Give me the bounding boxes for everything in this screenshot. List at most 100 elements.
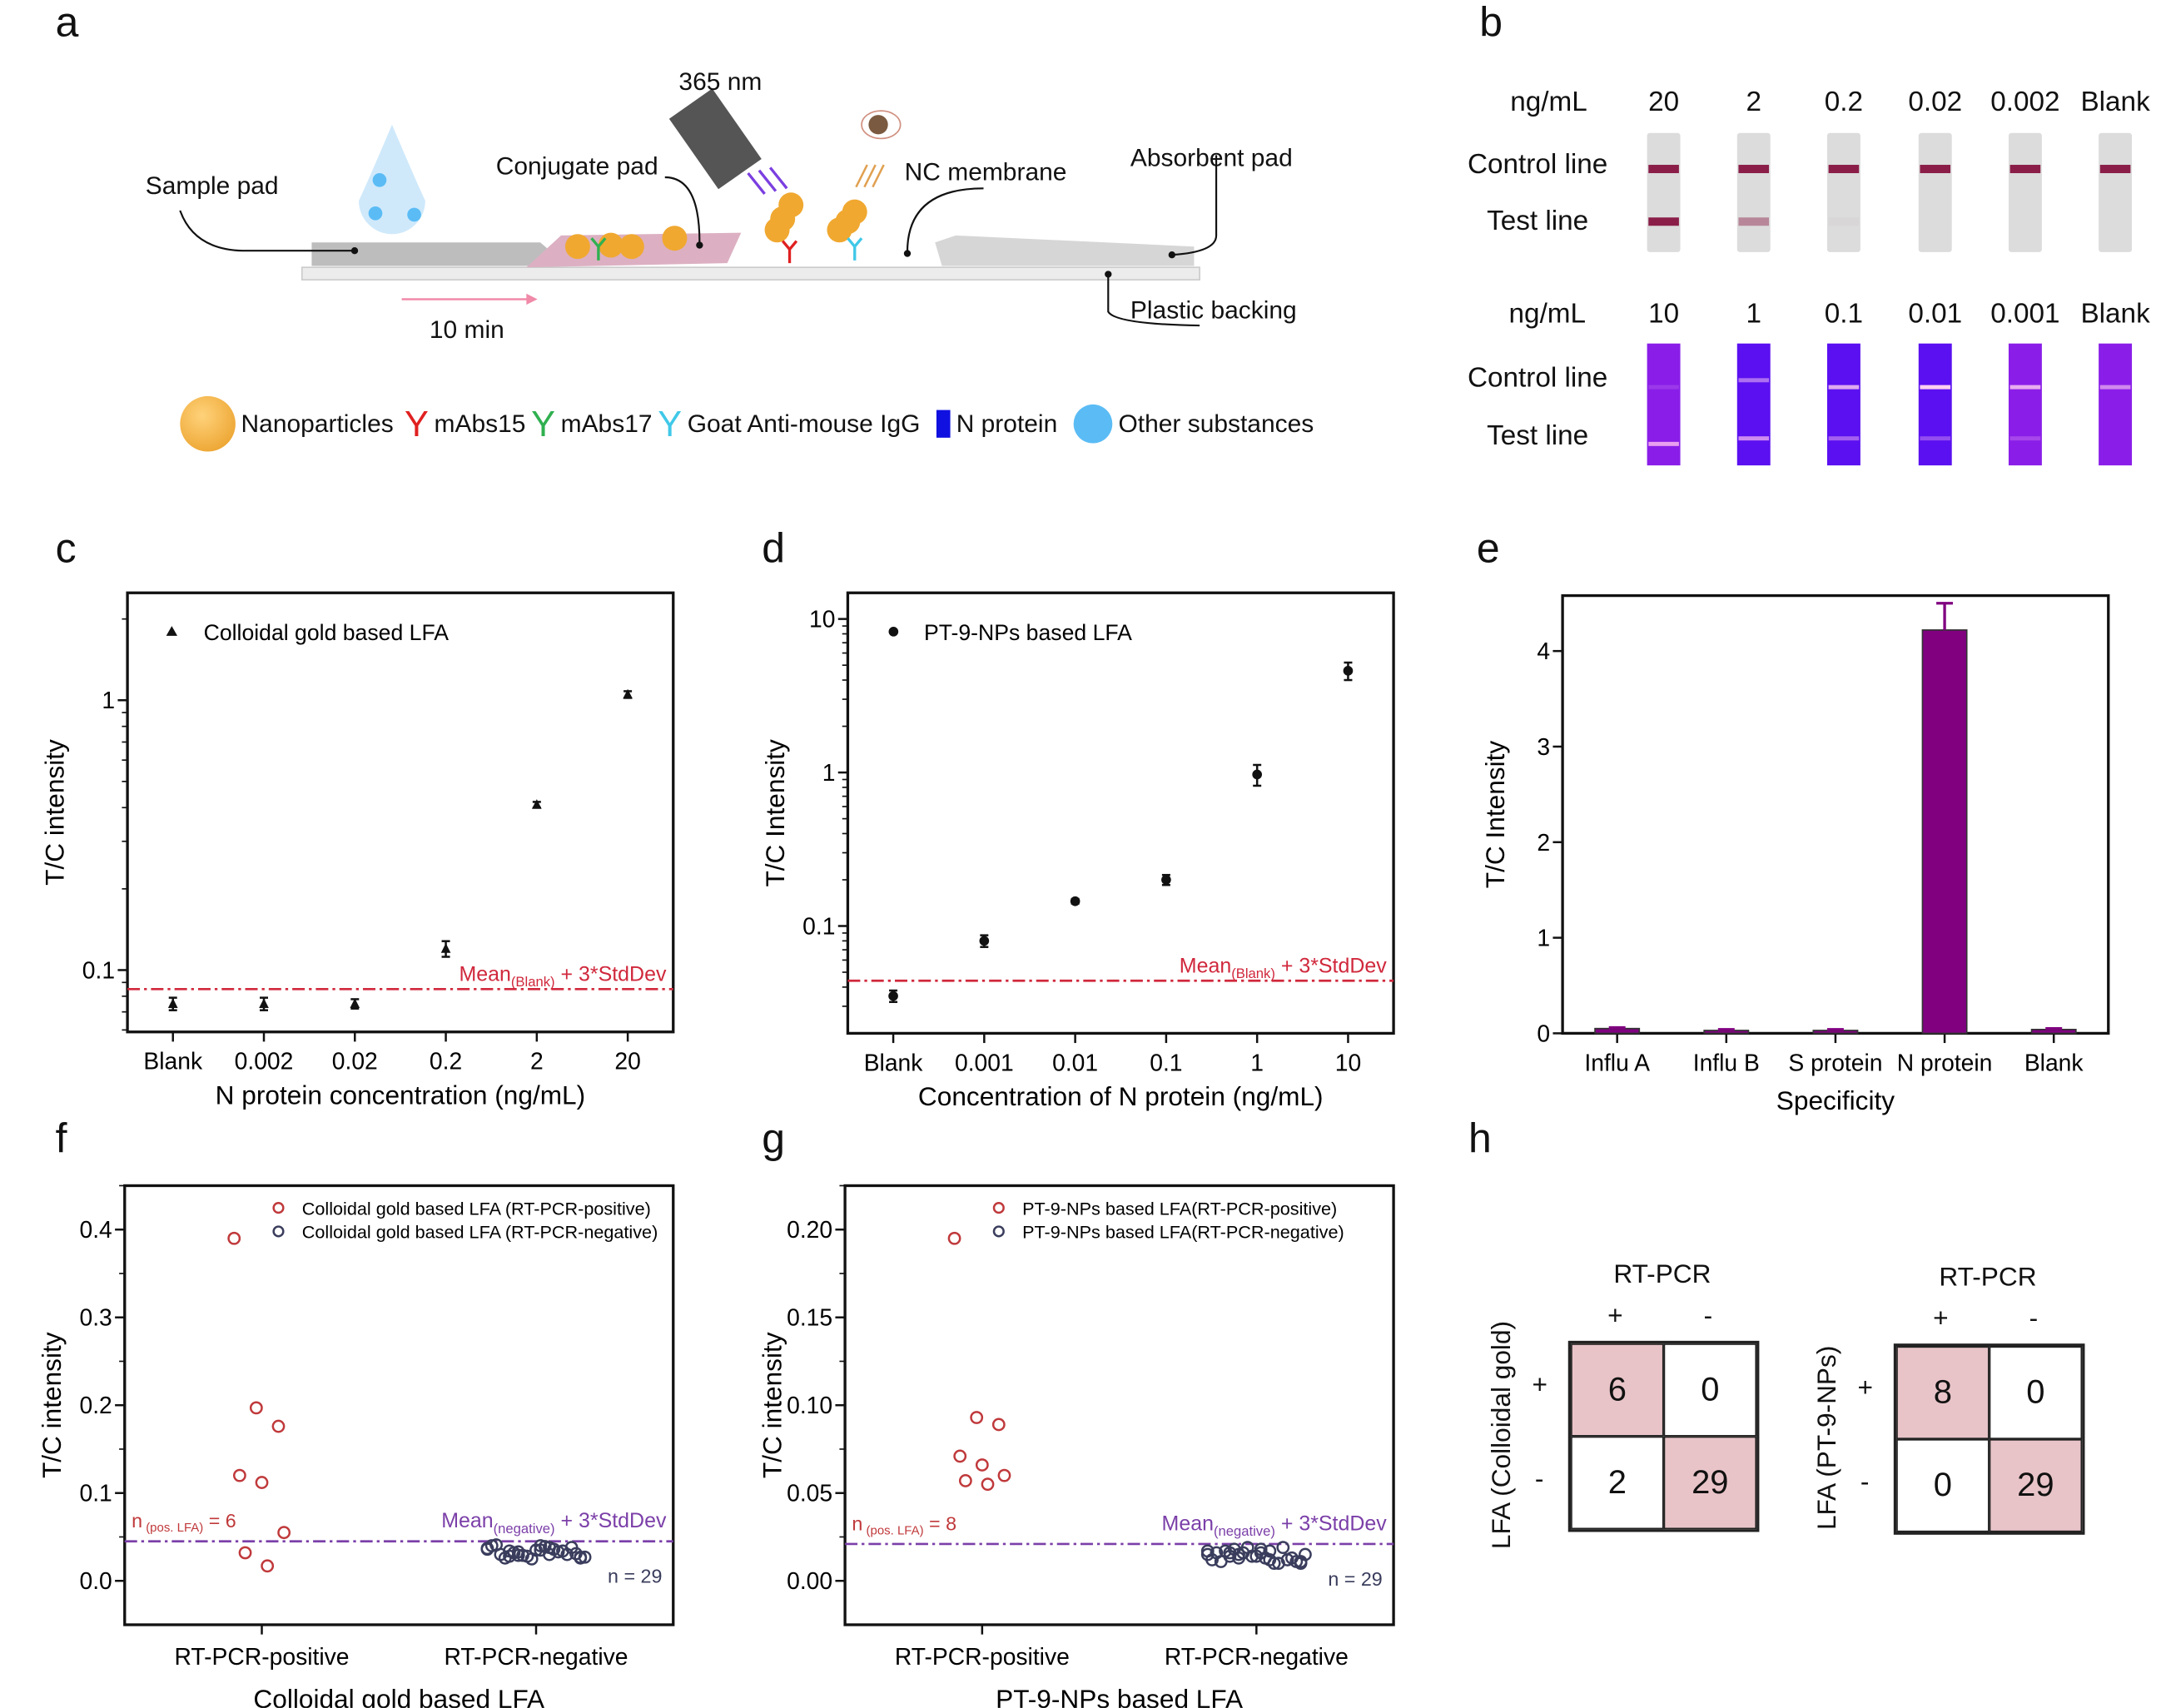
- data-point: [1289, 1555, 1304, 1568]
- x-tick-label: Blank: [864, 1049, 924, 1075]
- control-band: [1920, 385, 1951, 390]
- matrix-cell: 29: [1663, 1436, 1757, 1530]
- emission-icon: [855, 164, 885, 188]
- goat-igg-antibody-icon: Y: [658, 402, 683, 444]
- legend-marker: [888, 627, 899, 637]
- threshold-label-main: Mean: [1162, 1512, 1214, 1535]
- concentration-label: 0.1: [1824, 299, 1864, 330]
- other-substances-icon: [1074, 404, 1113, 444]
- y-tick-label: 0.3: [79, 1304, 112, 1331]
- mabs15-antibody-icon: Y: [405, 402, 429, 444]
- data-point: [958, 1474, 972, 1487]
- threshold-label-sub: (negative): [1214, 1523, 1275, 1539]
- leader-lines: [179, 155, 1218, 327]
- matrix-cell: 8: [1896, 1346, 1990, 1439]
- y-tick-label: 4: [1537, 638, 1550, 664]
- x-tick-label: Blank: [2024, 1049, 2084, 1075]
- legend-marker: [992, 1225, 1005, 1238]
- control-band: [2099, 165, 2131, 174]
- test-line-label: Test line: [1487, 420, 1589, 452]
- concentration-label: 0.02: [1908, 87, 1963, 118]
- chart-g: 0.00 0.05 0.10 0.15 0.20 RT-PCR-positive RT-PC…: [758, 1184, 1395, 1708]
- x-tick-label: 0.01: [1052, 1049, 1098, 1075]
- x-tick-label: 0.1: [1150, 1049, 1182, 1075]
- fluorescent-strip: [1826, 343, 1860, 466]
- x-tick-label: N protein: [1897, 1049, 1993, 1075]
- panel-label-g: g: [762, 1116, 786, 1163]
- concentration-label: Blank: [2080, 87, 2150, 118]
- legend-goat-igg: Goat Anti-mouse IgG: [687, 409, 921, 438]
- plot-frame: [1561, 593, 2110, 1035]
- concentration-label: 10: [1648, 299, 1680, 330]
- test-band: [1738, 436, 1770, 441]
- fluorescent-strip: [1736, 343, 1771, 466]
- concentration-label: 2: [1746, 87, 1762, 118]
- conjugate-pad-label: Conjugate pad: [495, 152, 658, 181]
- data-point: [1161, 875, 1171, 885]
- concentration-label: 20: [1648, 87, 1680, 118]
- data-point: [979, 936, 990, 946]
- x-axis-label: Specificity: [1776, 1085, 1895, 1115]
- x-tick-label: 2: [530, 1048, 544, 1075]
- plastic-backing-label: Plastic backing: [1130, 296, 1297, 325]
- data-point: [888, 991, 898, 1001]
- plastic-backing: [301, 266, 1200, 281]
- other-substance-icon: [372, 173, 387, 187]
- test-band: [1738, 217, 1770, 226]
- panel-label-c: c: [55, 526, 77, 573]
- x-tick-label: 0.001: [955, 1049, 1014, 1075]
- x-tick-label: RT-PCR-negative: [1165, 1643, 1349, 1670]
- schematic-legend: Nanoparticles Y mAbs15 Y mAbs17 Y Goat A…: [180, 395, 1314, 452]
- y-axis-label: T/C intensity: [40, 739, 70, 886]
- fluorescent-strip: [2008, 343, 2042, 466]
- concentration-label: 0.01: [1908, 299, 1963, 330]
- threshold-label: Mean(negative) + 3*StdDev: [441, 1509, 667, 1537]
- count-eq: = 6: [203, 1510, 236, 1532]
- data-point: [277, 1526, 291, 1540]
- matrix-cell: 0: [1989, 1346, 2083, 1439]
- concentration-label: 0.001: [1990, 299, 2060, 330]
- absorbent-pad: [935, 235, 1195, 266]
- threshold-label: Mean(Blank) + 3*StdDev: [1180, 954, 1387, 981]
- row-label: +: [1532, 1371, 1547, 1401]
- plot-frame: [846, 591, 1395, 1035]
- data-point: [997, 1468, 1011, 1482]
- data-point: [249, 1401, 263, 1415]
- data-point: [1200, 1547, 1215, 1562]
- matrix-row-header: LFA (PT-9-NPs): [1813, 1345, 1843, 1531]
- test-strip: [1647, 132, 1681, 252]
- negative-count-label: n = 29: [1328, 1568, 1382, 1590]
- bar: [2030, 1028, 2077, 1035]
- data-point: [991, 1418, 1006, 1432]
- data-point: [560, 1547, 574, 1562]
- x-tick-label: RT-PCR-negative: [445, 1643, 628, 1670]
- panel-label-d: d: [762, 526, 786, 573]
- legend-label: Colloidal gold based LFA (RT-PCR-positiv…: [302, 1198, 651, 1219]
- data-point: [1232, 1551, 1245, 1565]
- legend-label: PT-9-NPs based LFA(RT-PCR-positive): [1022, 1198, 1337, 1219]
- data-point: [1223, 1549, 1237, 1563]
- y-tick-label: 0.20: [787, 1216, 832, 1243]
- threshold-label-main: Mean: [459, 962, 510, 986]
- control-band: [2009, 165, 2041, 174]
- count-sub: (pos. LFA): [862, 1523, 923, 1537]
- y-tick-label: 0.15: [787, 1304, 832, 1331]
- fluorescent-strip: [2099, 343, 2133, 466]
- mabs17-antibody-icon: Y: [531, 402, 555, 444]
- panel-label-f: f: [55, 1116, 67, 1163]
- control-band: [1920, 165, 1951, 174]
- data-point: [1252, 769, 1262, 780]
- threshold-label-main: Mean: [1180, 954, 1231, 977]
- legend-marker: [992, 1202, 1005, 1214]
- test-band: [1920, 436, 1951, 441]
- nc-membrane-label: NC membrane: [904, 157, 1067, 186]
- test-band: [1648, 441, 1679, 446]
- test-band: [1828, 436, 1860, 441]
- x-tick-label: Blank: [143, 1048, 203, 1075]
- control-line-label: Control line: [1467, 362, 1608, 394]
- control-band: [1738, 165, 1770, 174]
- data-point: [167, 998, 178, 1008]
- bar: [1812, 1030, 1859, 1035]
- data-point: [975, 1458, 989, 1472]
- data-point: [1240, 1541, 1254, 1555]
